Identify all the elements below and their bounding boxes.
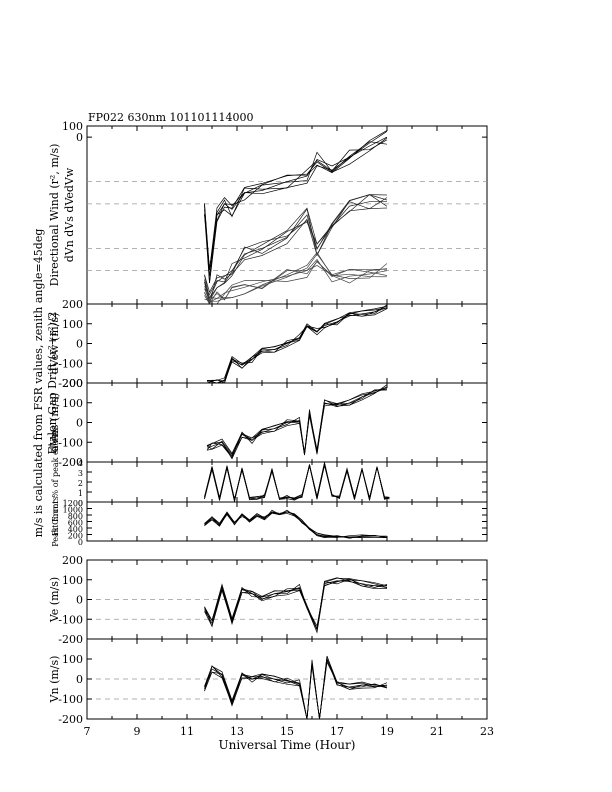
side-label: m/s is calculated from FSR values, zenit… [32, 229, 45, 538]
x-tick-label: 15 [280, 725, 294, 738]
y-tick-label: -100 [58, 357, 83, 370]
series-line-vn [204, 658, 388, 720]
y-tick-label: 1200 [63, 499, 83, 508]
series-line-dir-wind [204, 136, 388, 277]
series-line-vn [204, 661, 388, 720]
series-line-vn [204, 656, 388, 720]
y-tick-label: 0 [76, 338, 83, 351]
series-line-ve [204, 577, 388, 631]
y-tick-label: 0 [76, 417, 83, 430]
series-line-dir-wind [204, 258, 388, 303]
y-tick-label: -200 [58, 377, 83, 390]
y-tick-label: 0 [76, 131, 83, 144]
y-tick-label: -100 [58, 613, 83, 626]
y-axis-label: Fit Error % of peak counts [51, 428, 60, 536]
y-tick-label: -200 [58, 456, 83, 469]
series-line-dvns [206, 386, 388, 459]
y-tick-label: -100 [58, 693, 83, 706]
x-tick-label: 13 [230, 725, 244, 738]
y-tick-label: 200 [62, 298, 83, 311]
y-tick-label: 100 [62, 120, 83, 133]
series-line-dvew [206, 308, 388, 382]
series-line-dvew [207, 305, 388, 384]
panel-dvns: 200 100 0 -100 -200 dVns (m/s) [48, 377, 488, 469]
y-tick-label: -200 [58, 713, 83, 726]
y-tick-label: 3 [78, 469, 83, 478]
series-line-dir-wind [204, 194, 388, 296]
y-tick-label: 800 [68, 512, 83, 521]
y-tick-label: 1 [78, 489, 83, 498]
y-tick-label: 100 [62, 574, 83, 587]
panel-frame [86, 501, 488, 542]
series-line-dvew [206, 307, 388, 382]
panel-frame [86, 461, 488, 503]
y-tick-label: 200 [62, 554, 83, 567]
y-tick-label: 400 [68, 525, 83, 534]
y-tick-label: 0 [78, 499, 83, 508]
y-axis-label-2: dVn dVs dVedVw [63, 167, 76, 262]
series-line-ve [204, 577, 388, 631]
y-axis-label: Directional Wind (r², m/s) [48, 144, 61, 287]
panel-dir-wind: 1000 Directional Wind (r², m/s) dVn dVs dV… [48, 120, 488, 305]
y-tick-label: 100 [62, 397, 83, 410]
y-tick-label: 4 [78, 459, 83, 468]
series-line-dir-wind [204, 260, 388, 305]
x-tick-label: 21 [430, 725, 444, 738]
y-axis-label: dVns (m/s) [48, 393, 61, 453]
y-axis-label: dVew (m/s) [48, 313, 61, 375]
series-line-dvew [206, 304, 388, 384]
y-axis-label: Vn (m/s) [48, 656, 61, 704]
y-tick-label: 0 [78, 538, 83, 547]
y-tick-label: 100 [62, 653, 83, 666]
x-tick-label: 19 [380, 725, 394, 738]
series-line-peak-counts [204, 511, 388, 538]
series-line-dir-wind [204, 194, 388, 299]
y-tick-label: 200 [68, 532, 83, 541]
series-line-dir-wind [204, 139, 388, 284]
x-tick-label: 11 [180, 725, 194, 738]
panel-vn: 100 0 -100 -200 Vn (m/s) 7 9 11 13 15 17 19 21 23 Univ… [48, 638, 494, 752]
x-tick-label: 9 [134, 725, 141, 738]
y-axis-label: Peak Counts [51, 496, 60, 546]
x-axis-label: Universal Time (Hour) [219, 738, 356, 752]
series-line-dvew [207, 307, 388, 384]
series-line-dir-wind [204, 131, 388, 271]
y-tick-label: 200 [62, 377, 83, 390]
series-line-vn [204, 655, 388, 720]
y-tick-label: 2 [78, 479, 83, 488]
x-tick-label: 23 [480, 725, 494, 738]
page-header: FP022 630nm 101101114000 [88, 111, 254, 124]
panel-dvew: 200 100 0 -100 -200 dVew (m/s) [48, 298, 488, 390]
panel-ve: 200 100 0 -100 -200 Ve (m/s) [48, 554, 488, 646]
y-tick-label: 0 [76, 594, 83, 607]
series-line-dvew [206, 305, 388, 384]
y-axis-label: Ve (m/s) [48, 577, 61, 623]
y-tick-label: 600 [68, 519, 83, 528]
series-line-vn [204, 658, 388, 720]
series-line-dir-wind [204, 141, 388, 270]
y-tick-label: 100 [62, 318, 83, 331]
series-line-dir-wind [204, 261, 388, 305]
y-tick-label: -100 [58, 436, 83, 449]
series-line-vn [204, 657, 387, 720]
y-tick-label: 0 [76, 673, 83, 686]
series-line-dir-wind [204, 137, 388, 284]
side-label-2: Etalon Gap Drift (r²+r²)/2 [46, 311, 59, 454]
x-tick-label: 7 [84, 725, 91, 738]
series-line-dvns [206, 389, 388, 457]
series-line-dir-wind [204, 194, 388, 294]
series-line-dir-wind [204, 251, 388, 299]
series-line-dir-wind [204, 130, 388, 270]
y-tick-label: 1000 [63, 506, 83, 515]
series-line-dir-wind [204, 253, 387, 302]
x-tick-label: 17 [330, 725, 344, 738]
series-line-fit-error [204, 465, 390, 502]
series-line-dvns [206, 384, 388, 460]
y-tick-label: -200 [58, 633, 83, 646]
